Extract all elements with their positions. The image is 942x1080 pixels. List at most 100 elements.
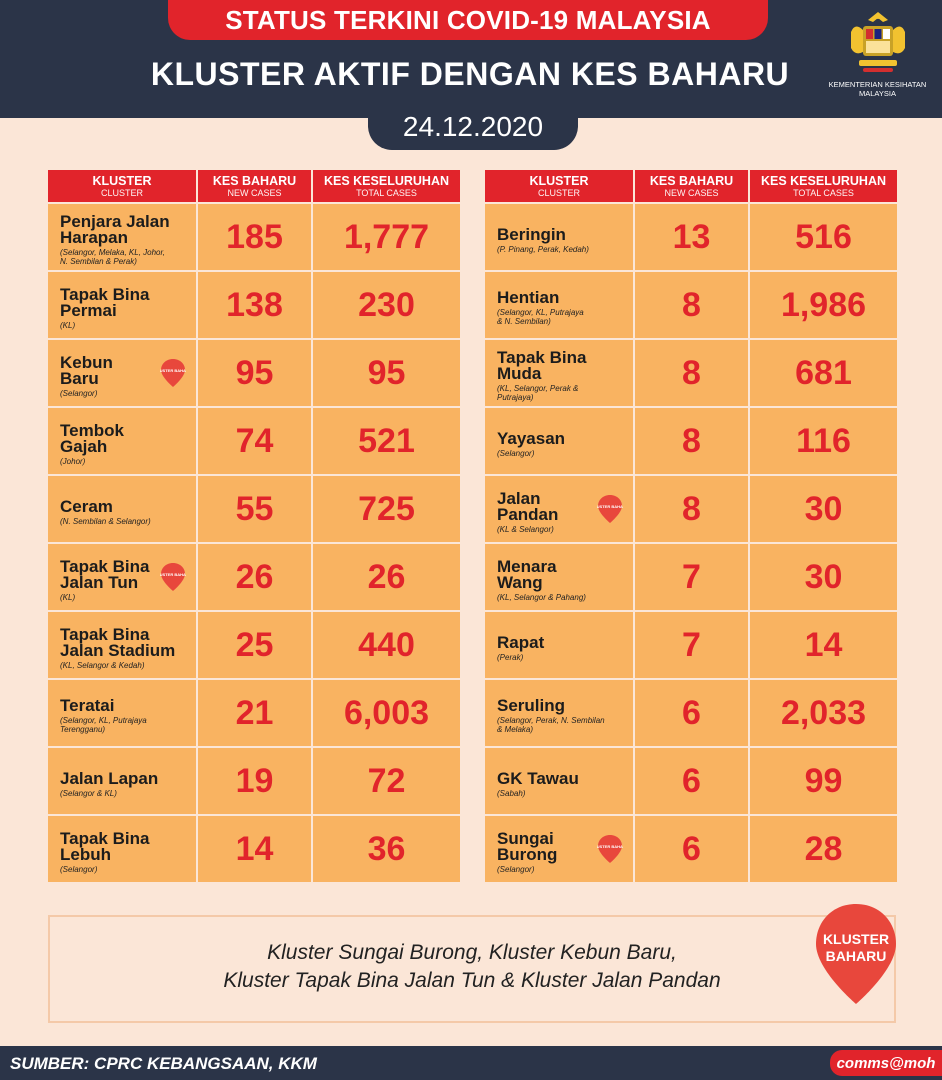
table-row: Yayasan (Selangor) 8 116 (485, 408, 899, 474)
cluster-states: (N. Sembilan & Selangor) (60, 516, 151, 526)
cluster-name: Tapak Bina Permai (60, 284, 150, 320)
badge-label: KLUSTER BAHARU (597, 844, 623, 849)
table-row: Jalan Lapan (Selangor & KL) 19 72 (48, 748, 462, 814)
new-cases-value: 8 (635, 340, 748, 406)
cluster-name-cell: Tembok Gajah (Johor) (48, 408, 196, 474)
new-cases-value: 14 (198, 816, 311, 882)
table-row: Sungai Burong(Selangor) KLUSTER BAHARU 628 (485, 816, 899, 882)
cluster-states: (KL & Selangor) (497, 524, 554, 534)
total-cases-value: 516 (750, 204, 897, 270)
new-cluster-badge-icon: KLUSTER BAHARU (160, 359, 186, 387)
table-row: Ceram (N. Sembilan & Selangor) 55 725 (48, 476, 462, 542)
cluster-name: Yayasan (497, 428, 566, 448)
new-cases-value: 26 (198, 544, 311, 610)
new-cases-value: 6 (635, 816, 748, 882)
total-cases-value: 681 (750, 340, 897, 406)
table-row: Tapak Bina Lebuh (Selangor) 14 36 (48, 816, 462, 882)
cluster-name-cell: Hentian (Selangor, KL, Putrajaya & N. Sem… (485, 272, 633, 338)
total-cases-value: 521 (313, 408, 460, 474)
cluster-states: (Perak) (497, 652, 524, 662)
total-cases-value: 30 (750, 544, 897, 610)
cluster-states: (P. Pinang, Perak, Kedah) (497, 244, 589, 254)
cluster-name-cell: Rapat (Perak) (485, 612, 633, 678)
page-title: STATUS TERKINI COVID-19 MALAYSIA (168, 0, 768, 40)
total-cases-value: 440 (313, 612, 460, 678)
header-cluster: KLUSTER CLUSTER (48, 170, 196, 202)
total-cases-value: 26 (313, 544, 460, 610)
cluster-states: (KL) (60, 592, 76, 602)
badge-label: KLUSTER BAHARU (160, 572, 186, 577)
header-total-sub: TOTAL CASES (356, 187, 417, 198)
new-cluster-pin-icon: KLUSTER BAHARU (816, 904, 896, 1004)
table-row: Rapat (Perak) 7 14 (485, 612, 899, 678)
total-cases-value: 230 (313, 272, 460, 338)
cluster-states: (Selangor, Melaka, KL, Johor, N. Sembila… (60, 248, 165, 266)
new-cluster-badge-icon: KLUSTER BAHARU (597, 835, 623, 863)
total-cases-value: 6,003 (313, 680, 460, 746)
total-cases-value: 36 (313, 816, 460, 882)
header-total-label: KES KESELURUHAN (760, 173, 886, 188)
date-badge: 24.12.2020 (368, 104, 578, 150)
cluster-name: GK Tawau (497, 768, 579, 788)
cluster-table-left: KLUSTER CLUSTER KES BAHARU NEW CASES KES… (48, 170, 462, 882)
total-cases-value: 1,777 (313, 204, 460, 270)
header-cluster-sub: CLUSTER (100, 187, 143, 198)
pin-label-line-2: BAHARU (826, 948, 887, 964)
cluster-name-cell: Teratai (Selangor, KL, Putrajaya Terengga… (48, 680, 196, 746)
header-new-cases: KES BAHARU NEW CASES (198, 170, 311, 202)
header-cluster-label: KLUSTER (529, 173, 589, 188)
header-cluster-sub: CLUSTER (537, 187, 580, 198)
cluster-table-right: KLUSTER CLUSTER KES BAHARU NEW CASES KES… (485, 170, 899, 882)
new-cluster-note: Kluster Sungai Burong, Kluster Kebun Bar… (48, 915, 896, 1023)
header-total-label: KES KESELURUHAN (323, 173, 449, 188)
header-total-sub: TOTAL CASES (793, 187, 854, 198)
cluster-name: Tapak Bina Jalan Stadium (60, 624, 176, 660)
header-new-cases: KES BAHARU NEW CASES (635, 170, 748, 202)
cluster-states: (KL, Selangor & Kedah) (60, 660, 145, 670)
header-cluster: KLUSTER CLUSTER (485, 170, 633, 202)
note-text: Kluster Sungai Burong, Kluster Kebun Bar… (50, 939, 894, 995)
header-bar: STATUS TERKINI COVID-19 MALAYSIA KLUSTER… (0, 0, 942, 118)
cluster-name-cell: Yayasan (Selangor) (485, 408, 633, 474)
total-cases-value: 116 (750, 408, 897, 474)
new-cases-value: 7 (635, 612, 748, 678)
ministry-name: KEMENTERIAN KESIHATAN MALAYSIA (828, 80, 927, 98)
cluster-name-cell: Jalan Lapan (Selangor & KL) (48, 748, 196, 814)
cluster-name-cell: Kebun Baru(Selangor) KLUSTER BAHARU (48, 340, 196, 406)
table-row: Tapak Bina Jalan Stadium (KL, Selangor & … (48, 612, 462, 678)
cluster-name-cell: Menara Wang (KL, Selangor & Pahang) (485, 544, 633, 610)
cluster-name-cell: Jalan Pandan(KL & Selangor) KLUSTER BAHAR… (485, 476, 633, 542)
table-header: KLUSTER CLUSTER KES BAHARU NEW CASES KES… (485, 170, 899, 202)
header-new-label: KES BAHARU (212, 173, 297, 188)
total-cases-value: 99 (750, 748, 897, 814)
new-cases-value: 185 (198, 204, 311, 270)
cluster-name-cell: Ceram (N. Sembilan & Selangor) (48, 476, 196, 542)
new-cases-value: 95 (198, 340, 311, 406)
new-cases-value: 6 (635, 680, 748, 746)
note-line-1: Kluster Sungai Burong, Kluster Kebun Bar… (267, 941, 677, 964)
new-cases-value: 8 (635, 272, 748, 338)
cluster-name: Tapak Bina Muda (497, 348, 587, 383)
new-cluster-badge-icon: KLUSTER BAHARU (160, 563, 186, 591)
total-cases-value: 72 (313, 748, 460, 814)
cluster-name-cell: Sungai Burong(Selangor) KLUSTER BAHARU (485, 816, 633, 882)
table-row: GK Tawau (Sabah) 6 99 (485, 748, 899, 814)
table-row: Tembok Gajah (Johor) 74 521 (48, 408, 462, 474)
table-row: Seruling (Selangor, Perak, N. Sembilan & … (485, 680, 899, 746)
source-credit: SUMBER: CPRC KEBANGSAAN, KKM (10, 1054, 317, 1073)
cluster-name-cell: Tapak Bina Lebuh (Selangor) (48, 816, 196, 882)
cluster-name-cell: Beringin (P. Pinang, Perak, Kedah) (485, 204, 633, 270)
cluster-name: Penjara Jalan Harapan (60, 212, 170, 247)
cluster-name: Beringin (497, 224, 566, 244)
table-header: KLUSTER CLUSTER KES BAHARU NEW CASES KES… (48, 170, 462, 202)
new-cases-value: 25 (198, 612, 311, 678)
cluster-name: Tapak Bina Jalan Tun (60, 556, 150, 592)
new-cases-value: 13 (635, 204, 748, 270)
table-row: Beringin (P. Pinang, Perak, Kedah) 13 516 (485, 204, 899, 270)
cluster-name: Menara Wang (497, 556, 557, 592)
total-cases-value: 95 (313, 340, 460, 406)
new-cases-value: 21 (198, 680, 311, 746)
new-cases-value: 55 (198, 476, 311, 542)
cluster-states: (Selangor) (497, 448, 535, 458)
total-cases-value: 14 (750, 612, 897, 678)
